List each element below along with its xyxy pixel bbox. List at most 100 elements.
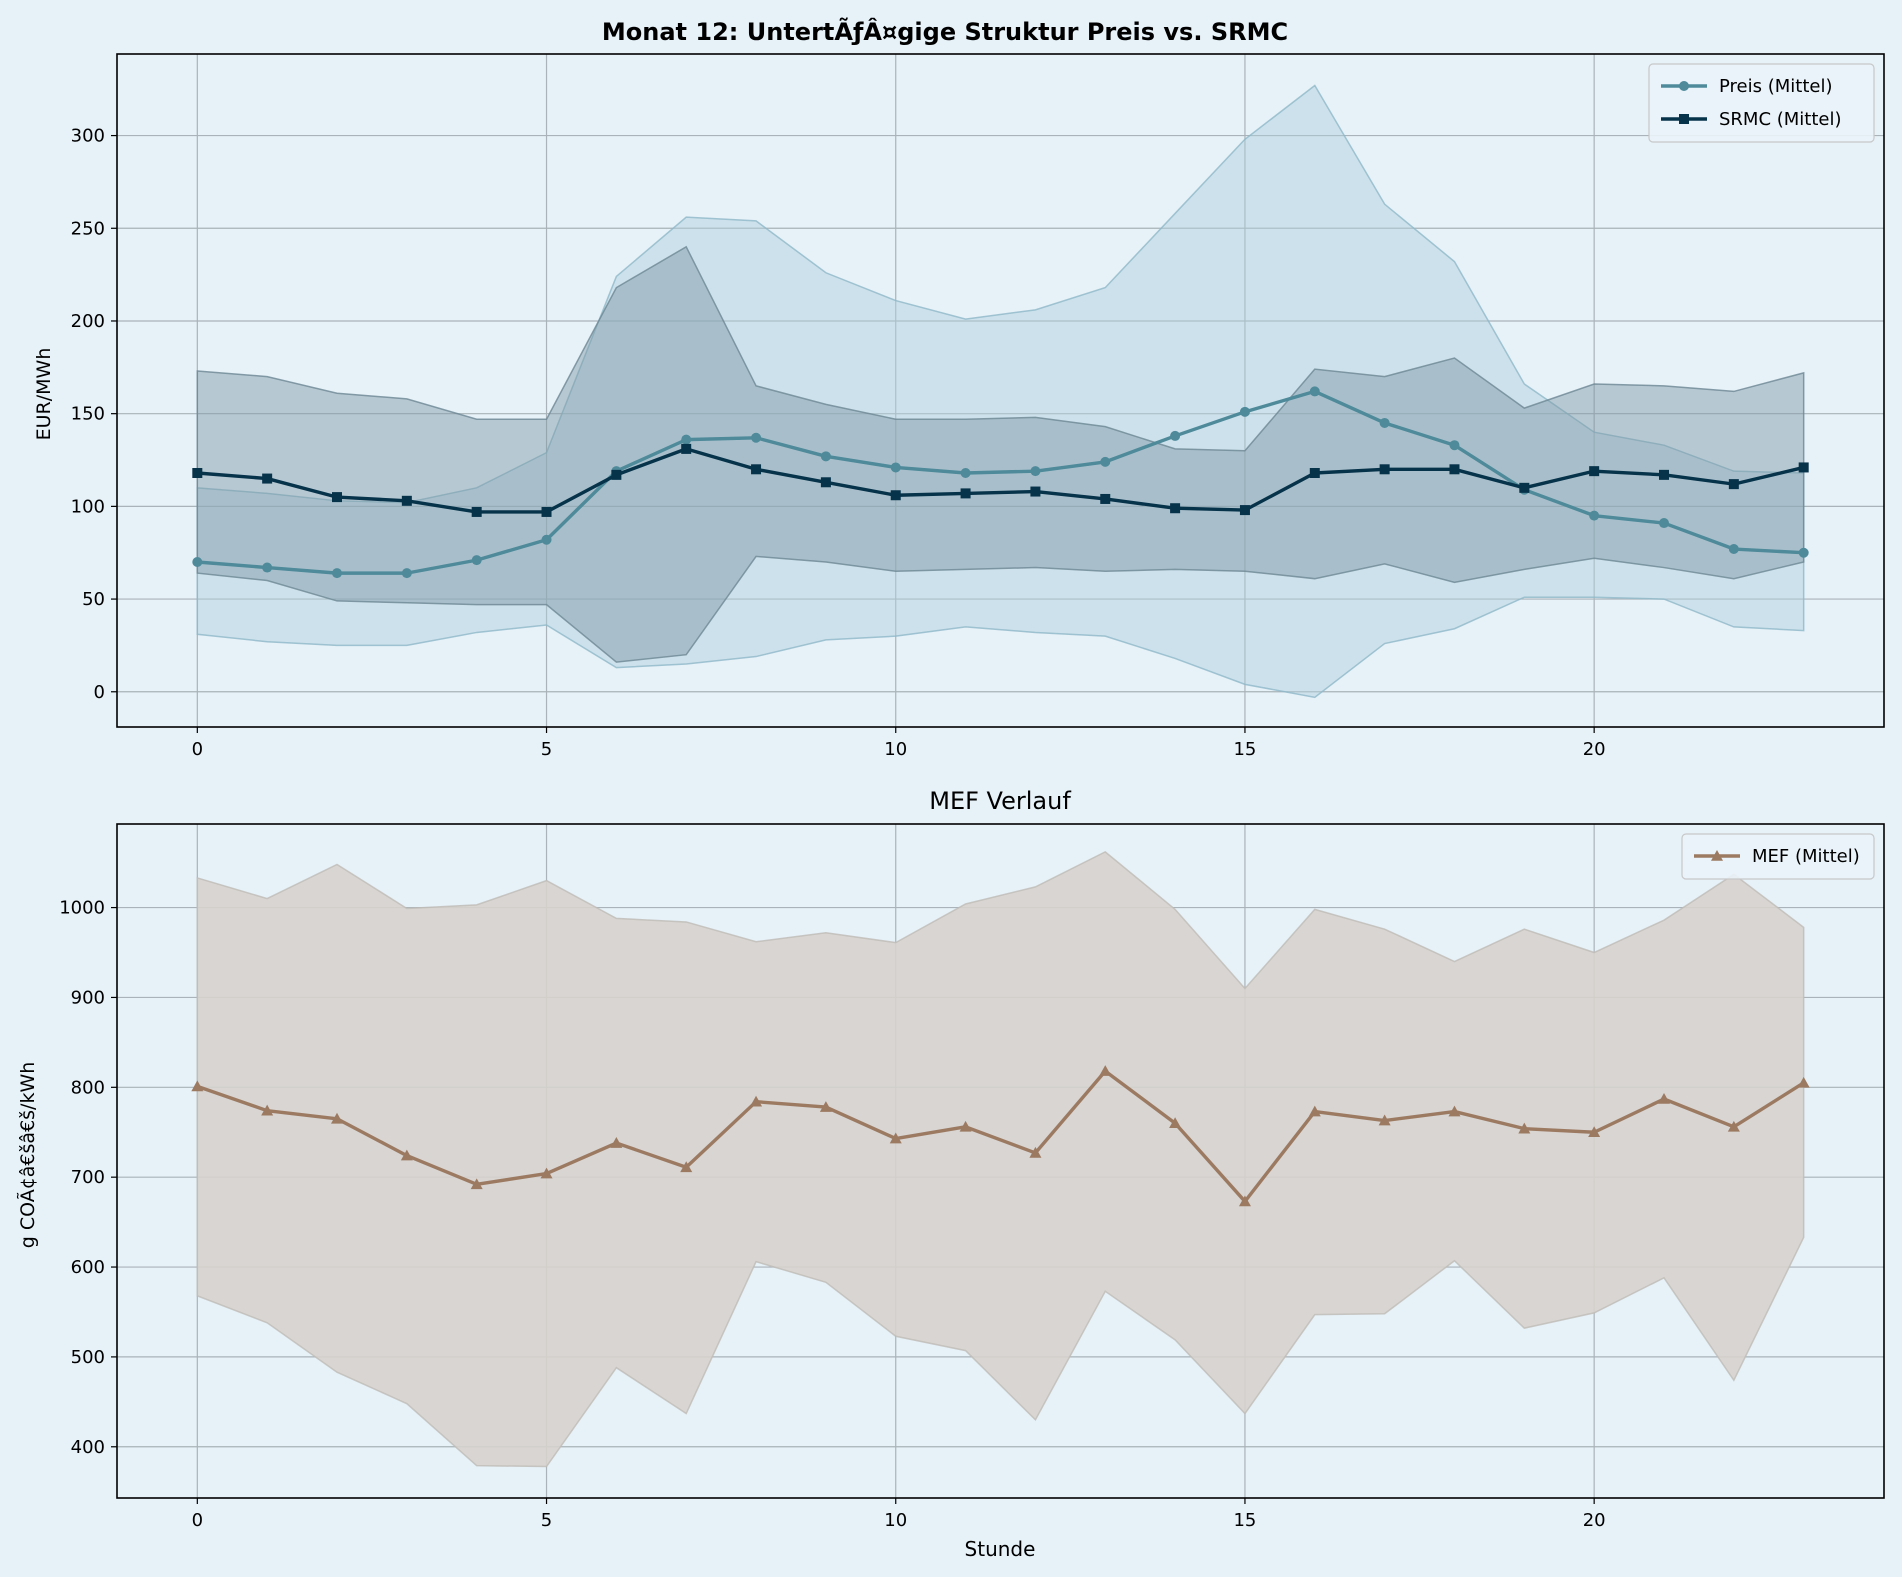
mef-series-0-point xyxy=(400,1149,413,1161)
price-series-line-1 xyxy=(197,447,1805,514)
price-x-tick-label: 15 xyxy=(1233,739,1256,760)
price-series-0-point xyxy=(1239,406,1250,417)
mef-x-axis-label: Stunde xyxy=(965,1537,1036,1561)
mef-series-0-point xyxy=(1518,1122,1531,1134)
price-band-1 xyxy=(196,245,1805,663)
price-series-1-point xyxy=(1519,482,1530,493)
mef-legend-label-0: MEF (Mittel) xyxy=(1752,846,1860,867)
mef-series-0-point xyxy=(1588,1126,1601,1138)
price-series-1-point xyxy=(960,488,971,499)
mef-band-0 xyxy=(196,850,1805,1468)
mef-series-0-point xyxy=(1378,1114,1391,1126)
price-band-0 xyxy=(196,84,1805,699)
mef-y-tick-label: 800 xyxy=(71,1077,105,1098)
price-series-1-point xyxy=(1589,466,1600,477)
mef-series-0-point xyxy=(680,1161,693,1173)
price-legend-label-1: SRMC (Mittel) xyxy=(1719,109,1842,130)
mef-y-tick-label: 700 xyxy=(71,1167,105,1188)
mef-series-line-0 xyxy=(196,1069,1805,1204)
mef-series-0-point xyxy=(1308,1105,1321,1117)
mef-y-tick-label: 600 xyxy=(71,1257,105,1278)
price-series-1-point xyxy=(1379,464,1390,475)
price-series-1-point xyxy=(611,469,622,480)
price-y-tick-label: 100 xyxy=(71,496,105,517)
price-series-1-point xyxy=(1100,493,1111,504)
price-srmc-panel: Monat 12: UntertÃƒÂ¤gige Struktur Preis … xyxy=(33,17,1885,760)
price-series-1-point xyxy=(1449,464,1460,475)
price-legend-box xyxy=(1648,63,1875,143)
price-series-0-point xyxy=(471,555,482,566)
price-series-0-point xyxy=(681,434,692,445)
price-x-tick-label: 20 xyxy=(1583,739,1606,760)
mef-series-0-point xyxy=(1029,1146,1042,1158)
price-series-0-point xyxy=(1658,518,1669,529)
mef-plot-area: 0 5 10 15 20 400 500 600 700 800 900 1000 MEF (Mitte… xyxy=(59,823,1885,1531)
price-series-1-point xyxy=(1798,462,1809,473)
price-legend-label-0: Preis (Mittel) xyxy=(1719,76,1832,97)
mef-panel: MEF Verlauf g COÃ¢â€šâ€š/kWh Stunde 0 5 10… xyxy=(16,787,1885,1561)
price-series-0-point xyxy=(1589,510,1600,521)
price-series-1-point xyxy=(1309,468,1320,479)
mef-series-0-point xyxy=(1797,1076,1810,1088)
price-series-0-point xyxy=(1379,417,1390,428)
mef-series-0-point xyxy=(750,1095,763,1107)
price-series-0-point xyxy=(401,568,412,579)
mef-y-tick-label: 900 xyxy=(71,987,105,1008)
mef-series-0-point xyxy=(1169,1117,1182,1129)
price-y-tick-label: 150 xyxy=(71,404,105,425)
mef-series-0-point xyxy=(819,1101,832,1112)
mef-legend: MEF (Mittel) xyxy=(1681,833,1875,880)
price-series-1-point xyxy=(332,492,343,503)
mef-series-0-point xyxy=(1099,1065,1112,1076)
price-series-0-point xyxy=(541,534,552,545)
price-series-0-point xyxy=(192,556,203,567)
price-series-0-point xyxy=(1798,547,1809,558)
price-series-1-point xyxy=(1728,479,1739,490)
mef-y-axis-label: g COÃ¢â€šâ€š/kWh xyxy=(16,1062,39,1249)
mef-series-0-point xyxy=(331,1112,344,1124)
price-y-tick-label: 200 xyxy=(71,311,105,332)
price-y-tick-label: 250 xyxy=(71,218,105,239)
mef-x-tick-label: 20 xyxy=(1583,1510,1606,1531)
price-series-1-point xyxy=(1239,505,1250,516)
price-series-0-point xyxy=(1309,386,1320,397)
price-series-0-point xyxy=(1728,544,1739,555)
price-series-1-point xyxy=(471,506,482,517)
price-series-0-point xyxy=(1030,466,1041,477)
price-axes-frame xyxy=(116,53,1885,728)
price-series-0-point xyxy=(1449,440,1460,451)
price-series-0-point xyxy=(332,568,343,579)
mef-series-0-point xyxy=(261,1104,274,1116)
price-series-1-point xyxy=(820,477,831,488)
mef-x-tick-label: 0 xyxy=(192,1510,203,1531)
mef-legend-marker-0 xyxy=(1711,850,1723,861)
price-series-1-point xyxy=(751,464,762,475)
price-series-0-point xyxy=(890,462,901,473)
price-series-1-point xyxy=(401,495,412,506)
mef-series-0-point xyxy=(1727,1120,1740,1132)
price-series-0-point xyxy=(262,562,273,573)
mef-series-0-point xyxy=(1238,1195,1251,1207)
mef-y-tick-label: 1000 xyxy=(59,898,105,919)
mef-axes-frame xyxy=(116,823,1885,1499)
mef-y-tick-label: 500 xyxy=(71,1347,105,1368)
mef-series-0-point xyxy=(540,1167,553,1179)
price-y-tick-label: 50 xyxy=(82,589,105,610)
price-chart-title: Monat 12: UntertÃƒÂ¤gige Struktur Preis … xyxy=(602,17,1288,46)
price-series-1-point xyxy=(262,473,273,484)
mef-x-tick-label: 15 xyxy=(1233,1510,1256,1531)
price-x-tick-label: 0 xyxy=(192,739,203,760)
mef-series-0-point xyxy=(889,1132,902,1144)
price-series-0-point xyxy=(751,432,762,443)
price-y-tick-label: 0 xyxy=(94,682,105,703)
price-legend-marker-0 xyxy=(1679,81,1689,91)
price-series-1-point xyxy=(1658,469,1669,480)
price-series-1-point xyxy=(1030,486,1041,497)
price-legend: Preis (Mittel) SRMC (Mittel) xyxy=(1648,63,1875,143)
mef-chart-title: MEF Verlauf xyxy=(929,787,1071,815)
price-legend-marker-1 xyxy=(1679,114,1689,124)
price-series-0-point xyxy=(1100,456,1111,467)
price-x-tick-label: 10 xyxy=(884,739,907,760)
price-y-tick-label: 300 xyxy=(71,126,105,147)
